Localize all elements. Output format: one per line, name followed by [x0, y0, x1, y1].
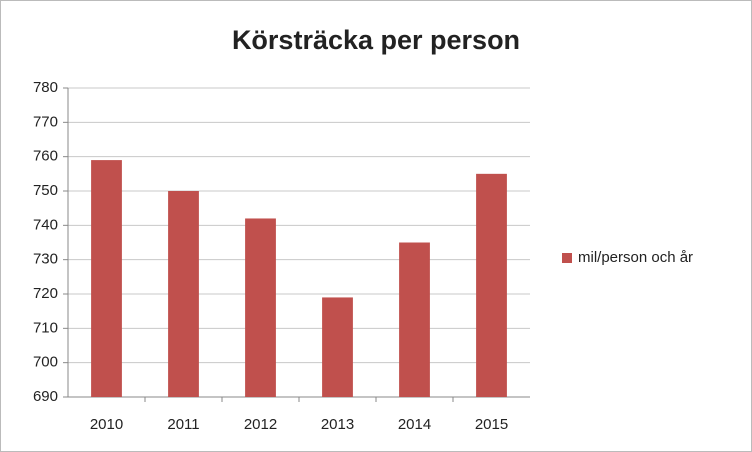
- bar: [245, 218, 276, 397]
- bar: [322, 297, 353, 397]
- y-tick-label: 760: [33, 148, 58, 165]
- x-tick-label: 2015: [475, 416, 508, 433]
- y-tick-label: 740: [33, 216, 58, 233]
- y-tick-label: 770: [33, 113, 58, 130]
- bar: [399, 242, 430, 397]
- legend-label: mil/person och år: [578, 249, 693, 266]
- legend-swatch: [562, 253, 572, 263]
- x-tick-label: 2013: [321, 416, 354, 433]
- y-tick-label: 780: [33, 79, 58, 96]
- x-tick-label: 2012: [244, 416, 277, 433]
- x-tick-label: 2011: [167, 416, 199, 433]
- y-tick-label: 730: [33, 251, 58, 268]
- bar: [91, 160, 122, 397]
- y-tick-label: 700: [33, 354, 58, 371]
- y-tick-label: 750: [33, 182, 58, 199]
- y-tick-label: 720: [33, 285, 58, 302]
- bar: [476, 173, 507, 397]
- y-tick-label: 710: [33, 319, 58, 336]
- bar: [168, 191, 199, 397]
- x-tick-label: 2014: [398, 416, 431, 433]
- x-tick-label: 2010: [90, 416, 123, 433]
- chart-title: Körsträcka per person: [232, 25, 520, 55]
- y-tick-label: 690: [33, 388, 58, 405]
